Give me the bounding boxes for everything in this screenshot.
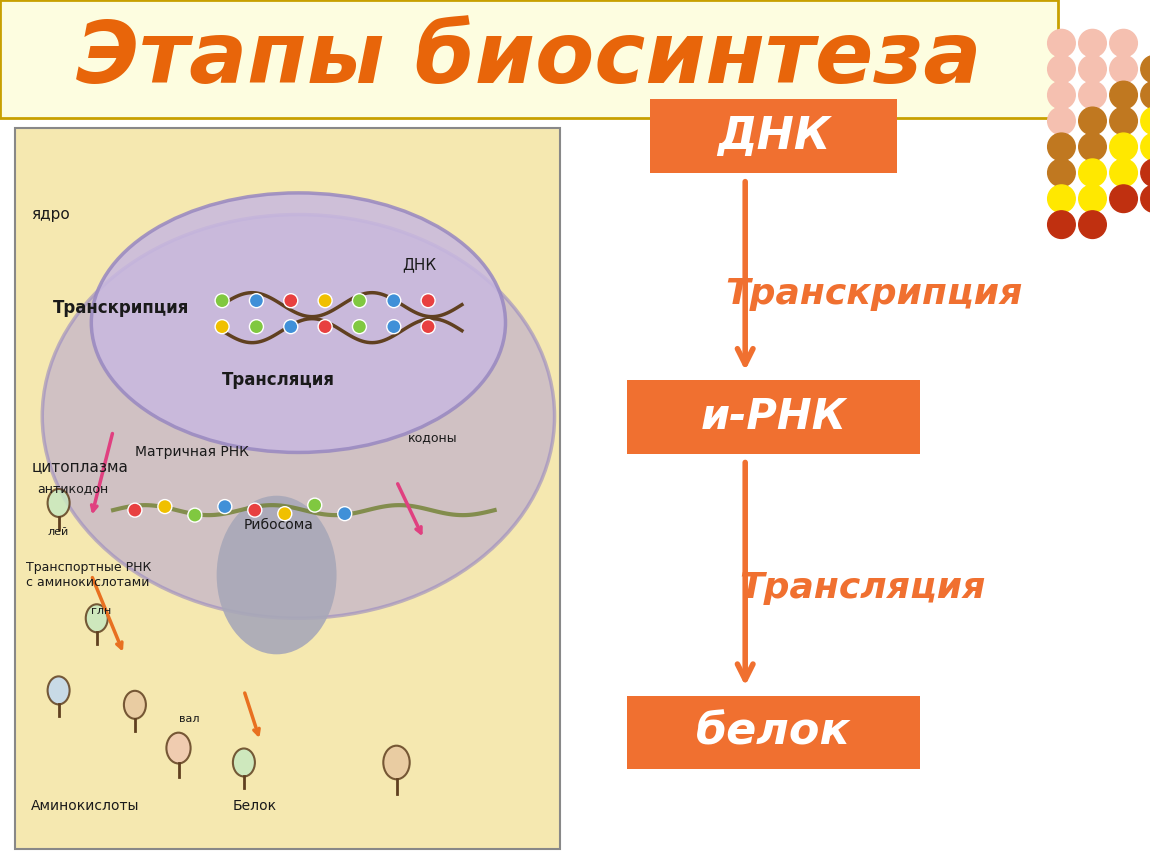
- Text: вал: вал: [178, 715, 199, 724]
- Circle shape: [352, 294, 367, 308]
- Ellipse shape: [43, 214, 554, 619]
- Circle shape: [1079, 29, 1106, 57]
- Circle shape: [215, 320, 229, 334]
- Circle shape: [1048, 133, 1075, 161]
- Circle shape: [1048, 185, 1075, 213]
- Text: ДНК: ДНК: [716, 115, 830, 157]
- Ellipse shape: [47, 489, 70, 517]
- Ellipse shape: [124, 691, 146, 719]
- Circle shape: [1048, 81, 1075, 109]
- Circle shape: [1141, 159, 1150, 187]
- Circle shape: [1079, 185, 1106, 213]
- Circle shape: [1141, 107, 1150, 135]
- Circle shape: [1110, 55, 1137, 83]
- Text: ДНК: ДНК: [402, 257, 436, 272]
- Circle shape: [352, 320, 367, 334]
- Circle shape: [1048, 211, 1075, 238]
- Text: Транскрипция: Транскрипция: [53, 299, 190, 317]
- Text: кодоны: кодоны: [407, 431, 457, 445]
- Circle shape: [1110, 159, 1137, 187]
- Circle shape: [386, 320, 401, 334]
- Text: глн: глн: [91, 606, 112, 616]
- Circle shape: [1079, 133, 1106, 161]
- Ellipse shape: [216, 496, 337, 654]
- Circle shape: [1079, 81, 1106, 109]
- Text: Рибосома: Рибосома: [244, 518, 314, 531]
- Circle shape: [338, 506, 352, 521]
- Circle shape: [319, 294, 332, 308]
- Circle shape: [250, 294, 263, 308]
- Text: Белок: Белок: [233, 798, 277, 813]
- FancyBboxPatch shape: [627, 380, 920, 454]
- Ellipse shape: [167, 733, 191, 764]
- Circle shape: [217, 499, 232, 513]
- Circle shape: [1048, 55, 1075, 83]
- Ellipse shape: [91, 193, 506, 453]
- Circle shape: [319, 320, 332, 334]
- Circle shape: [1110, 133, 1137, 161]
- Text: Трансляция: Трансляция: [222, 372, 335, 390]
- Circle shape: [1141, 81, 1150, 109]
- FancyBboxPatch shape: [15, 128, 560, 849]
- Ellipse shape: [47, 677, 70, 704]
- Text: Матричная РНК: Матричная РНК: [135, 446, 248, 460]
- Circle shape: [1110, 107, 1137, 135]
- Ellipse shape: [86, 604, 108, 632]
- Circle shape: [1048, 107, 1075, 135]
- Text: и-РНК: и-РНК: [700, 396, 846, 438]
- Circle shape: [128, 503, 141, 518]
- Text: белок: белок: [696, 711, 851, 753]
- Circle shape: [284, 320, 298, 334]
- FancyBboxPatch shape: [0, 0, 1058, 118]
- Text: ядро: ядро: [31, 207, 70, 222]
- Circle shape: [158, 499, 171, 513]
- Circle shape: [1110, 185, 1137, 213]
- Text: антикодон: антикодон: [37, 482, 108, 495]
- Circle shape: [1079, 107, 1106, 135]
- Circle shape: [1048, 29, 1075, 57]
- Text: Аминокислоты: Аминокислоты: [31, 798, 140, 813]
- Text: Этапы биосинтеза: Этапы биосинтеза: [76, 17, 982, 100]
- Circle shape: [1048, 159, 1075, 187]
- Circle shape: [308, 499, 322, 512]
- Circle shape: [421, 294, 435, 308]
- Circle shape: [247, 503, 262, 518]
- Text: Транскрипция: Транскрипция: [726, 276, 1022, 311]
- Circle shape: [1141, 133, 1150, 161]
- Circle shape: [421, 320, 435, 334]
- Ellipse shape: [233, 748, 255, 777]
- Text: цитоплазма: цитоплазма: [31, 460, 129, 474]
- Ellipse shape: [383, 746, 409, 779]
- Circle shape: [250, 320, 263, 334]
- Circle shape: [284, 294, 298, 308]
- Circle shape: [1110, 29, 1137, 57]
- FancyBboxPatch shape: [650, 99, 897, 173]
- Text: Трансляция: Трансляция: [739, 570, 986, 605]
- Text: лей: лей: [47, 527, 69, 537]
- Circle shape: [278, 506, 292, 521]
- Circle shape: [1079, 211, 1106, 238]
- Circle shape: [1141, 185, 1150, 213]
- Circle shape: [1141, 55, 1150, 83]
- Circle shape: [386, 294, 401, 308]
- Circle shape: [1110, 81, 1137, 109]
- Circle shape: [1079, 55, 1106, 83]
- Circle shape: [215, 294, 229, 308]
- Circle shape: [1079, 159, 1106, 187]
- Text: Транспортные РНК
с аминокислотами: Транспортные РНК с аминокислотами: [26, 561, 152, 589]
- Circle shape: [187, 508, 202, 522]
- FancyBboxPatch shape: [627, 696, 920, 769]
